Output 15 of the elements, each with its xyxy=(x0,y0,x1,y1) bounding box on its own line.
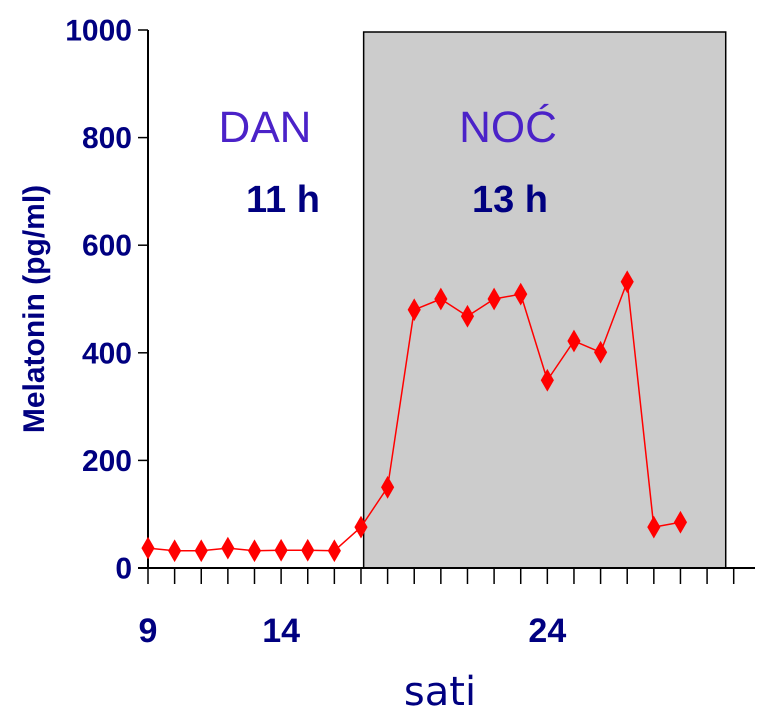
annotation: 13 h xyxy=(472,179,548,221)
annotation: 11 h xyxy=(246,179,320,221)
y-tick-label: 400 xyxy=(82,337,132,370)
y-tick-label: 1000 xyxy=(65,14,132,48)
y-tick-label: 600 xyxy=(82,230,132,263)
x-tick-label: 24 xyxy=(528,612,566,650)
y-axis-title: Melatonin (pg/ml) xyxy=(18,184,51,434)
x-tick-label: 14 xyxy=(262,612,300,650)
annotation: NOĆ xyxy=(459,103,557,152)
y-tick-label: 0 xyxy=(115,552,132,586)
y-tick-label: 800 xyxy=(82,122,132,156)
y-tick-label: 200 xyxy=(82,444,132,478)
annotation: DAN xyxy=(218,103,312,152)
x-axis-title: sati xyxy=(404,669,476,715)
x-tick-label: 9 xyxy=(138,612,158,650)
